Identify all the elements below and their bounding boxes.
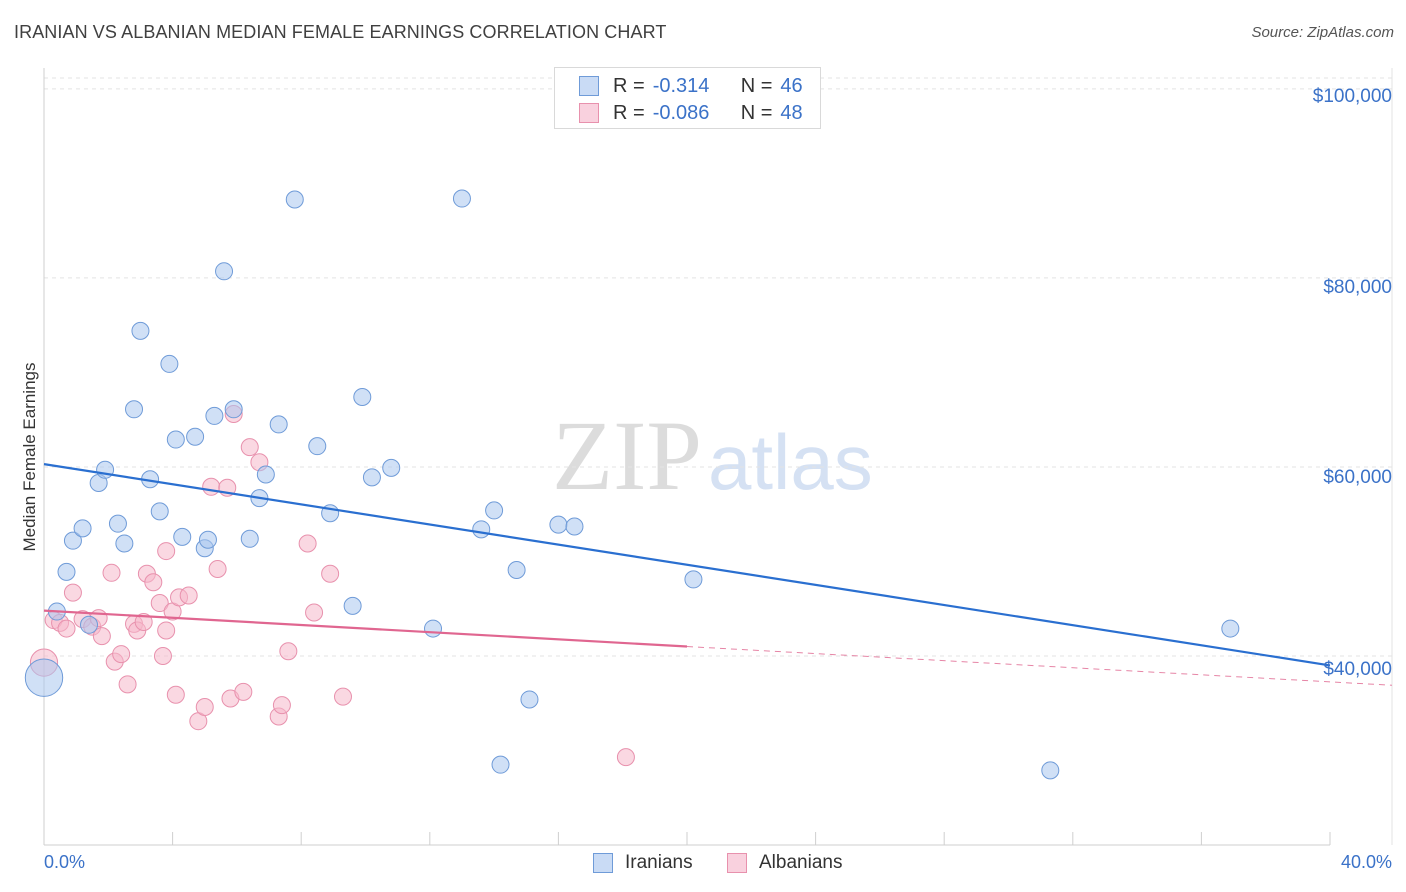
iranian-point [343,596,362,615]
iranian-point [1221,619,1240,638]
iranian-point [256,465,275,484]
iranian-point [115,534,134,553]
albanian-point [279,642,298,661]
legend-n-label: N = [740,101,773,124]
source-label: Source: ZipAtlas.com [1251,24,1394,41]
legend-row-iranians: R = -0.314 N = 46 [579,73,803,99]
albanian-point [202,477,221,496]
y-axis-title: Median Female Earnings [20,362,39,552]
iranian-point [565,517,584,536]
albanian-point [118,675,137,694]
albanian-point [240,438,259,457]
iranian-point [160,354,179,373]
albanians-trend-line [43,609,688,648]
iranian-point [491,755,510,774]
albanian-point [166,685,185,704]
albanian-point [153,646,172,665]
legend-r-label: R = [613,101,645,124]
iranian-point [57,562,76,581]
legend-n-value: 48 [780,101,803,124]
iranian-point [362,468,381,487]
chart-title: IRANIAN VS ALBANIAN MEDIAN FEMALE EARNIN… [14,22,667,42]
iranian-point [382,458,401,477]
x-tick-label: 40.0% [1340,852,1392,872]
iranian-point [131,321,150,340]
legend-item-iranians[interactable]: Iranians [593,852,693,874]
legend-r-label: R = [613,74,645,97]
iranian-point [1041,761,1060,780]
albanian-point [234,682,253,701]
iranian-point [353,388,372,407]
legend-swatch-albanians [727,853,747,873]
legend-row-albanians: R = -0.086 N = 48 [579,100,803,126]
iranian-point [472,520,491,539]
iranian-point [96,460,115,479]
iranian-point [224,400,243,419]
iranian-point [63,531,82,550]
albanian-point [57,619,76,638]
iranians-trend-line [43,463,1331,667]
albanian-point [305,603,324,622]
iranian-point [285,190,304,209]
iranian-point [205,406,224,425]
iranian-point [684,570,703,589]
iranian-point [269,415,288,434]
albanians-trend-extension [686,646,1393,686]
iranian-point [520,690,539,709]
albanian-point [144,573,163,592]
albanian-point [298,534,317,553]
albanian-point [616,748,635,767]
iranian-point [173,527,192,546]
iranian-point [125,400,144,419]
iranian-point [166,430,185,449]
iranian-point [24,658,64,697]
iranian-point [108,514,127,533]
legend-swatch-iranians [593,853,613,873]
albanian-point [112,645,131,664]
x-tick-label: 0.0% [44,852,86,872]
iranian-point [240,529,259,548]
albanian-point [272,696,291,715]
albanian-point [157,621,176,640]
correlation-legend: R = -0.314 N = 46 R = -0.086 N = 48 [554,67,821,129]
iranian-point [198,530,217,549]
iranian-point [73,519,92,538]
albanian-point [208,560,227,579]
y-tick-label: $60,000 [1323,467,1392,488]
iranian-point [150,502,169,521]
albanian-point [321,564,340,583]
legend-swatch-albanians [579,103,599,123]
iranian-point [507,560,526,579]
albanian-point [150,594,169,613]
legend-label-albanians: Albanians [759,852,843,873]
legend-n-value: 46 [780,74,803,97]
iranian-point [308,437,327,456]
legend-r-value: -0.314 [652,74,710,97]
iranian-point [215,262,234,281]
albanian-point [195,698,214,717]
iranian-point [186,427,205,446]
series-legend: Iranians Albanians [0,852,1406,878]
y-tick-label: $100,000 [1312,86,1392,107]
iranian-point [549,515,568,534]
legend-r-value: -0.086 [652,101,710,124]
albanian-point [63,583,82,602]
albanian-point [102,563,121,582]
iranian-point [452,189,471,208]
albanian-point [157,542,176,561]
albanian-point [92,627,111,646]
albanian-point [134,612,153,631]
legend-swatch-iranians [579,76,599,96]
iranian-point [424,619,443,638]
albanian-point [179,586,198,605]
y-tick-label: $40,000 [1323,659,1392,680]
albanian-point [333,687,352,706]
legend-item-albanians[interactable]: Albanians [727,852,842,874]
iranian-point [80,615,99,634]
legend-label-iranians: Iranians [625,852,693,873]
y-tick-label: $80,000 [1323,277,1392,298]
iranian-point [485,501,504,520]
legend-n-label: N = [740,74,773,97]
